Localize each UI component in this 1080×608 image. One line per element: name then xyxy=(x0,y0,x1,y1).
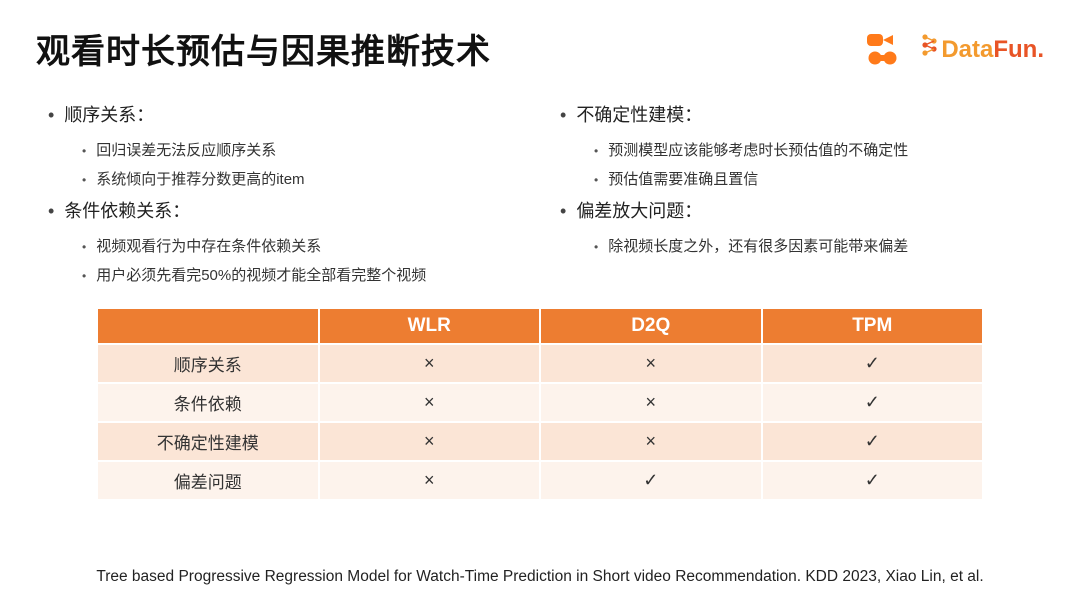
bullet-item: • 预测模型应该能够考虑时长预估值的不确定性 xyxy=(594,139,1032,160)
bullet-item-text: 用户必须先看完50%的视频才能全部看完整个视频 xyxy=(96,264,426,285)
table-cell: × xyxy=(319,461,541,500)
table-cell: ✓ xyxy=(540,461,762,500)
bullet-item-text: 除视频长度之外，还有很多因素可能带来偏差 xyxy=(608,235,908,256)
bullet-item-text: 预测模型应该能够考虑时长预估值的不确定性 xyxy=(608,139,908,160)
bullet-dot-icon: • xyxy=(594,240,598,254)
cross-icon: × xyxy=(424,470,435,490)
logo-group: DataFun. xyxy=(863,28,1044,68)
comparison-table: WLRD2QTPM 顺序关系 × × ✓ 条件依赖 × × ✓ 不确定性建模 × × ✓ 偏差问题 × ✓ ✓ xyxy=(96,307,984,501)
bullet-item: • 视频观看行为中存在条件依赖关系 xyxy=(82,235,520,256)
table-row: 顺序关系 × × ✓ xyxy=(97,344,983,383)
slide-header: 观看时长预估与因果推断技术 DataFun. xyxy=(0,0,1080,73)
table-header: TPM xyxy=(762,308,984,344)
cross-icon: × xyxy=(645,431,656,451)
table-cell: × xyxy=(540,344,762,383)
check-icon: ✓ xyxy=(865,470,880,490)
bullet-heading: • 顺序关系： xyxy=(48,101,520,127)
bullet-dot-icon: • xyxy=(560,201,566,222)
bullet-item: • 除视频长度之外，还有很多因素可能带来偏差 xyxy=(594,235,1032,256)
bullet-dot-icon: • xyxy=(48,201,54,222)
bullet-dot-icon: • xyxy=(82,269,86,283)
datafun-text-left: Data xyxy=(941,36,993,64)
bullet-item: • 用户必须先看完50%的视频才能全部看完整个视频 xyxy=(82,264,520,285)
datafun-logo: DataFun. xyxy=(921,33,1044,64)
bullet-item: • 预估值需要准确且置信 xyxy=(594,168,1032,189)
bullet-heading: • 不确定性建模： xyxy=(560,101,1032,127)
slide-title: 观看时长预估与因果推断技术 xyxy=(36,24,491,73)
table-row-label: 顺序关系 xyxy=(97,344,319,383)
table-cell: ✓ xyxy=(762,422,984,461)
check-icon: ✓ xyxy=(865,431,880,451)
citation-footer: Tree based Progressive Regression Model … xyxy=(0,568,1080,586)
datafun-text-right: Fun. xyxy=(993,36,1044,64)
bullet-heading-text: 顺序关系： xyxy=(64,101,154,127)
bullet-item: • 系统倾向于推荐分数更高的item xyxy=(82,168,520,189)
bullet-heading-text: 条件依赖关系： xyxy=(64,197,190,223)
cross-icon: × xyxy=(424,353,435,373)
table-header: D2Q xyxy=(540,308,762,344)
left-column: • 顺序关系： • 回归误差无法反应顺序关系 • 系统倾向于推荐分数更高的item • 条件依… xyxy=(48,101,520,293)
bullet-dot-icon: • xyxy=(48,105,54,126)
table-cell: × xyxy=(319,344,541,383)
bullet-heading-text: 不确定性建模： xyxy=(576,101,702,127)
table-cell: × xyxy=(540,422,762,461)
bullet-item-text: 系统倾向于推荐分数更高的item xyxy=(96,168,304,189)
table-header-blank xyxy=(97,308,319,344)
bullet-dot-icon: • xyxy=(560,105,566,126)
table-cell: ✓ xyxy=(762,344,984,383)
cross-icon: × xyxy=(645,392,656,412)
table-row-label: 偏差问题 xyxy=(97,461,319,500)
comparison-table-wrap: WLRD2QTPM 顺序关系 × × ✓ 条件依赖 × × ✓ 不确定性建模 × × ✓ 偏差问题 × ✓ ✓ xyxy=(0,293,1080,501)
bullet-item-text: 预估值需要准确且置信 xyxy=(608,168,758,189)
bullet-heading: • 偏差放大问题： xyxy=(560,197,1032,223)
bullet-dot-icon: • xyxy=(594,144,598,158)
table-cell: ✓ xyxy=(762,383,984,422)
kuaishou-logo-icon xyxy=(863,28,903,68)
cross-icon: × xyxy=(645,353,656,373)
cross-icon: × xyxy=(424,392,435,412)
bullet-dot-icon: • xyxy=(82,173,86,187)
bullet-dot-icon: • xyxy=(82,144,86,158)
table-row: 条件依赖 × × ✓ xyxy=(97,383,983,422)
bullet-heading: • 条件依赖关系： xyxy=(48,197,520,223)
check-icon: ✓ xyxy=(865,392,880,412)
bullet-item-text: 视频观看行为中存在条件依赖关系 xyxy=(96,235,321,256)
table-row-label: 不确定性建模 xyxy=(97,422,319,461)
body-columns: • 顺序关系： • 回归误差无法反应顺序关系 • 系统倾向于推荐分数更高的item • 条件依… xyxy=(0,73,1080,293)
bullet-heading-text: 偏差放大问题： xyxy=(576,197,702,223)
bullet-item: • 回归误差无法反应顺序关系 xyxy=(82,139,520,160)
check-icon: ✓ xyxy=(865,353,880,373)
table-cell: × xyxy=(319,422,541,461)
table-cell: × xyxy=(319,383,541,422)
table-header: WLR xyxy=(319,308,541,344)
table-row: 偏差问题 × ✓ ✓ xyxy=(97,461,983,500)
table-cell: ✓ xyxy=(762,461,984,500)
table-row: 不确定性建模 × × ✓ xyxy=(97,422,983,461)
table-cell: × xyxy=(540,383,762,422)
bullet-dot-icon: • xyxy=(82,240,86,254)
right-column: • 不确定性建模： • 预测模型应该能够考虑时长预估值的不确定性 • 预估值需要准确且置信… xyxy=(560,101,1032,293)
cross-icon: × xyxy=(424,431,435,451)
check-icon: ✓ xyxy=(643,470,658,490)
bullet-item-text: 回归误差无法反应顺序关系 xyxy=(96,139,276,160)
bullet-dot-icon: • xyxy=(594,173,598,187)
table-row-label: 条件依赖 xyxy=(97,383,319,422)
